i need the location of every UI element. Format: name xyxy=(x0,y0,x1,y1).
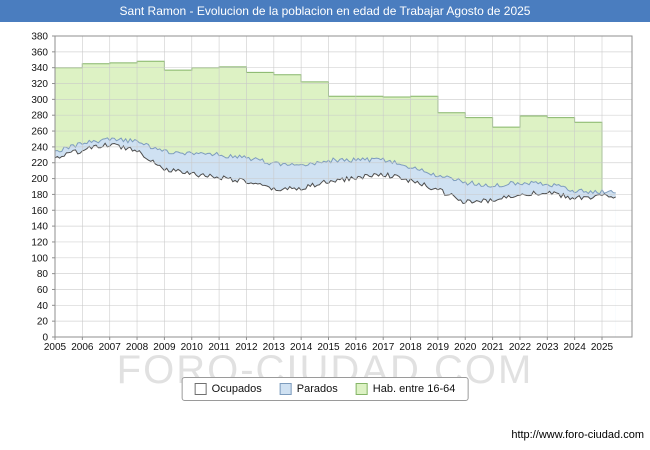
svg-text:300: 300 xyxy=(31,95,48,106)
legend-item-ocupados: Ocupados xyxy=(194,383,262,395)
svg-text:2006: 2006 xyxy=(71,342,94,353)
svg-text:2005: 2005 xyxy=(44,342,67,353)
svg-text:2024: 2024 xyxy=(564,342,587,353)
svg-text:320: 320 xyxy=(31,79,48,90)
legend-label-parados: Parados xyxy=(296,383,338,395)
svg-text:380: 380 xyxy=(31,32,48,43)
chart-legend: Ocupados Parados Hab. entre 16-64 xyxy=(181,377,469,401)
legend-item-hab-16-64: Hab. entre 16-64 xyxy=(355,383,456,395)
svg-text:0: 0 xyxy=(42,333,48,344)
svg-text:2011: 2011 xyxy=(208,342,230,353)
svg-text:2013: 2013 xyxy=(263,342,286,353)
svg-text:160: 160 xyxy=(31,206,48,217)
svg-text:60: 60 xyxy=(37,285,49,296)
website-url[interactable]: http://www.foro-ciudad.com xyxy=(511,429,644,441)
legend-item-parados: Parados xyxy=(279,383,338,395)
svg-text:280: 280 xyxy=(31,111,48,122)
legend-label-ocupados: Ocupados xyxy=(211,383,262,395)
svg-text:2012: 2012 xyxy=(235,342,258,353)
svg-text:120: 120 xyxy=(31,237,48,248)
parados-swatch-icon xyxy=(279,383,292,395)
legend-label-hab-16-64: Hab. entre 16-64 xyxy=(372,383,456,395)
hab-16-64-swatch-icon xyxy=(355,383,368,395)
svg-text:2007: 2007 xyxy=(99,342,122,353)
title-bar: Sant Ramon - Evolucion de la poblacion e… xyxy=(0,0,650,22)
svg-text:2021: 2021 xyxy=(481,342,504,353)
svg-text:2010: 2010 xyxy=(181,342,204,353)
svg-text:20: 20 xyxy=(37,317,49,328)
svg-text:100: 100 xyxy=(31,253,48,264)
chart-title: Sant Ramon - Evolucion de la poblacion e… xyxy=(119,4,531,18)
svg-text:360: 360 xyxy=(31,47,48,58)
svg-text:2025: 2025 xyxy=(591,342,614,353)
svg-text:240: 240 xyxy=(31,142,48,153)
svg-text:140: 140 xyxy=(31,222,48,233)
svg-text:2016: 2016 xyxy=(345,342,368,353)
svg-text:2008: 2008 xyxy=(126,342,149,353)
svg-text:2023: 2023 xyxy=(536,342,559,353)
svg-text:2014: 2014 xyxy=(290,342,313,353)
ocupados-swatch-icon xyxy=(194,383,207,395)
svg-text:220: 220 xyxy=(31,158,48,169)
svg-text:40: 40 xyxy=(37,301,49,312)
svg-text:340: 340 xyxy=(31,63,48,74)
svg-text:80: 80 xyxy=(37,269,49,280)
svg-text:200: 200 xyxy=(31,174,48,185)
svg-text:2020: 2020 xyxy=(454,342,477,353)
svg-text:260: 260 xyxy=(31,127,48,138)
svg-text:2017: 2017 xyxy=(372,342,395,353)
svg-text:2009: 2009 xyxy=(153,342,176,353)
population-chart: 0 20 40 60 80 100 120 140 160 180 200 220 240 260 280 3… xyxy=(31,32,633,353)
svg-text:2022: 2022 xyxy=(509,342,532,353)
svg-text:2019: 2019 xyxy=(427,342,450,353)
svg-text:2015: 2015 xyxy=(317,342,340,353)
svg-text:2018: 2018 xyxy=(399,342,422,353)
svg-text:180: 180 xyxy=(31,190,48,201)
